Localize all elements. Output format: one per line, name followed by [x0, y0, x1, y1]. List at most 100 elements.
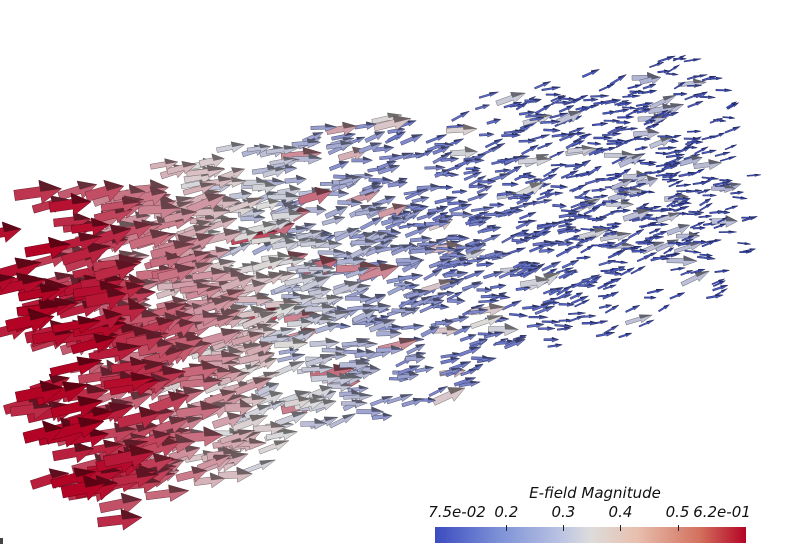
- field-arrow-shade: [731, 205, 738, 208]
- field-arrow-glyph: [593, 194, 609, 199]
- field-arrow-shade: [687, 172, 696, 175]
- field-arrow-shade: [489, 91, 499, 95]
- field-arrow-shade: [301, 330, 315, 336]
- field-arrow-shade: [591, 98, 599, 100]
- field-arrow-shade: [724, 88, 732, 91]
- field-arrow-glyph: [478, 91, 499, 99]
- field-arrow-shade: [496, 143, 506, 147]
- field-arrow-glyph: [549, 150, 565, 159]
- field-arrow-glyph: [518, 211, 538, 220]
- field-arrow-glyph: [555, 247, 574, 258]
- field-arrow-shade: [482, 355, 492, 359]
- field-arrow-glyph: [713, 223, 727, 230]
- field-arrow-shade: [580, 295, 589, 300]
- field-arrow-shade: [346, 228, 360, 234]
- field-arrow-shade: [382, 412, 393, 417]
- field-arrow-shade: [319, 385, 333, 392]
- field-arrow-shade: [436, 238, 447, 243]
- field-arrow-shade: [582, 160, 591, 165]
- field-arrow-shade: [595, 178, 605, 181]
- field-arrow-shade: [413, 323, 425, 327]
- field-arrow-shade: [724, 210, 730, 213]
- field-arrow-shade: [683, 255, 698, 262]
- field-arrow-shade: [108, 402, 135, 413]
- field-arrow-shade: [576, 292, 583, 296]
- field-arrow-glyph: [673, 241, 705, 254]
- field-arrow-shade: [424, 246, 437, 251]
- scalar-bar-tick-label: 0.3: [551, 503, 576, 521]
- field-arrow-shade: [519, 313, 528, 316]
- field-arrow-shade: [524, 232, 531, 235]
- field-arrow-glyph: [458, 346, 482, 357]
- field-arrow-shade: [582, 106, 588, 108]
- field-arrow-glyph: [425, 134, 448, 144]
- field-arrow-shade: [647, 175, 658, 182]
- field-arrow-glyph: [587, 141, 603, 146]
- field-arrow-shade: [528, 174, 537, 177]
- field-arrow-shade: [705, 198, 711, 202]
- field-arrow-shade: [239, 243, 251, 248]
- field-arrow-shade: [412, 398, 424, 402]
- field-arrow-shade: [461, 326, 471, 330]
- field-arrow-shade: [320, 286, 332, 292]
- field-arrow-shade: [175, 196, 195, 203]
- field-arrow-shade: [372, 202, 383, 207]
- field-arrow-glyph: [581, 68, 601, 79]
- field-arrow-shade: [536, 155, 552, 161]
- field-arrow-shade: [551, 86, 561, 89]
- field-arrow-glyph: [542, 166, 560, 178]
- field-arrow-glyph: [663, 247, 675, 255]
- field-arrow-shade: [606, 332, 615, 335]
- field-arrow-shade: [70, 193, 92, 205]
- field-arrow-shade: [612, 132, 622, 135]
- field-arrow-shade: [701, 240, 708, 243]
- field-arrow-glyph: [718, 230, 737, 234]
- field-arrow-shade: [175, 433, 195, 444]
- field-arrow-shade: [650, 74, 661, 80]
- field-arrow-glyph: [580, 244, 595, 254]
- field-arrow-glyph: [467, 193, 489, 202]
- field-arrow-glyph: [526, 322, 546, 329]
- field-arrow-glyph: [451, 110, 471, 122]
- scalar-bar-tick-mark: [677, 525, 679, 531]
- field-arrow-glyph: [730, 190, 745, 195]
- field-arrow-shade: [622, 100, 629, 103]
- field-arrow-shade: [486, 224, 497, 229]
- field-arrow-shade: [221, 350, 241, 358]
- field-arrow-shade: [673, 64, 680, 69]
- field-arrow-shade: [676, 153, 685, 156]
- field-arrow-shade: [548, 173, 557, 178]
- field-arrow-shade: [168, 484, 189, 494]
- field-arrow-shade: [568, 212, 577, 216]
- field-arrow-glyph: [712, 132, 726, 139]
- field-arrow-glyph: [581, 235, 598, 244]
- field-arrow-glyph: [661, 207, 676, 212]
- field-arrow-shade: [547, 326, 555, 329]
- field-arrow-shade: [584, 195, 593, 199]
- field-arrow-shade: [334, 309, 349, 315]
- field-arrow-shade: [708, 159, 722, 165]
- field-arrow-shade: [542, 231, 551, 234]
- field-arrow-shade: [657, 62, 664, 65]
- field-arrow-shade: [223, 228, 243, 236]
- field-arrow-shade: [590, 321, 598, 324]
- field-arrow-shade: [130, 390, 153, 400]
- field-arrow-glyph: [690, 268, 706, 275]
- field-arrow-shade: [718, 278, 725, 282]
- field-arrow-glyph: [489, 202, 505, 208]
- field-arrow-shade: [326, 371, 341, 378]
- field-arrow-shade: [577, 311, 586, 314]
- field-arrow-shade: [661, 215, 669, 217]
- field-arrow-shade: [726, 179, 733, 181]
- field-arrow-shade: [474, 270, 485, 274]
- field-arrow-shade: [515, 129, 525, 132]
- field-arrow-shade: [730, 182, 741, 187]
- field-arrow-glyph: [251, 241, 277, 256]
- field-arrow-glyph: [503, 129, 525, 135]
- field-arrow-shade: [287, 204, 301, 211]
- field-arrow-shade: [165, 251, 181, 261]
- field-arrow-shade: [612, 225, 620, 228]
- field-arrow-shade: [644, 137, 651, 140]
